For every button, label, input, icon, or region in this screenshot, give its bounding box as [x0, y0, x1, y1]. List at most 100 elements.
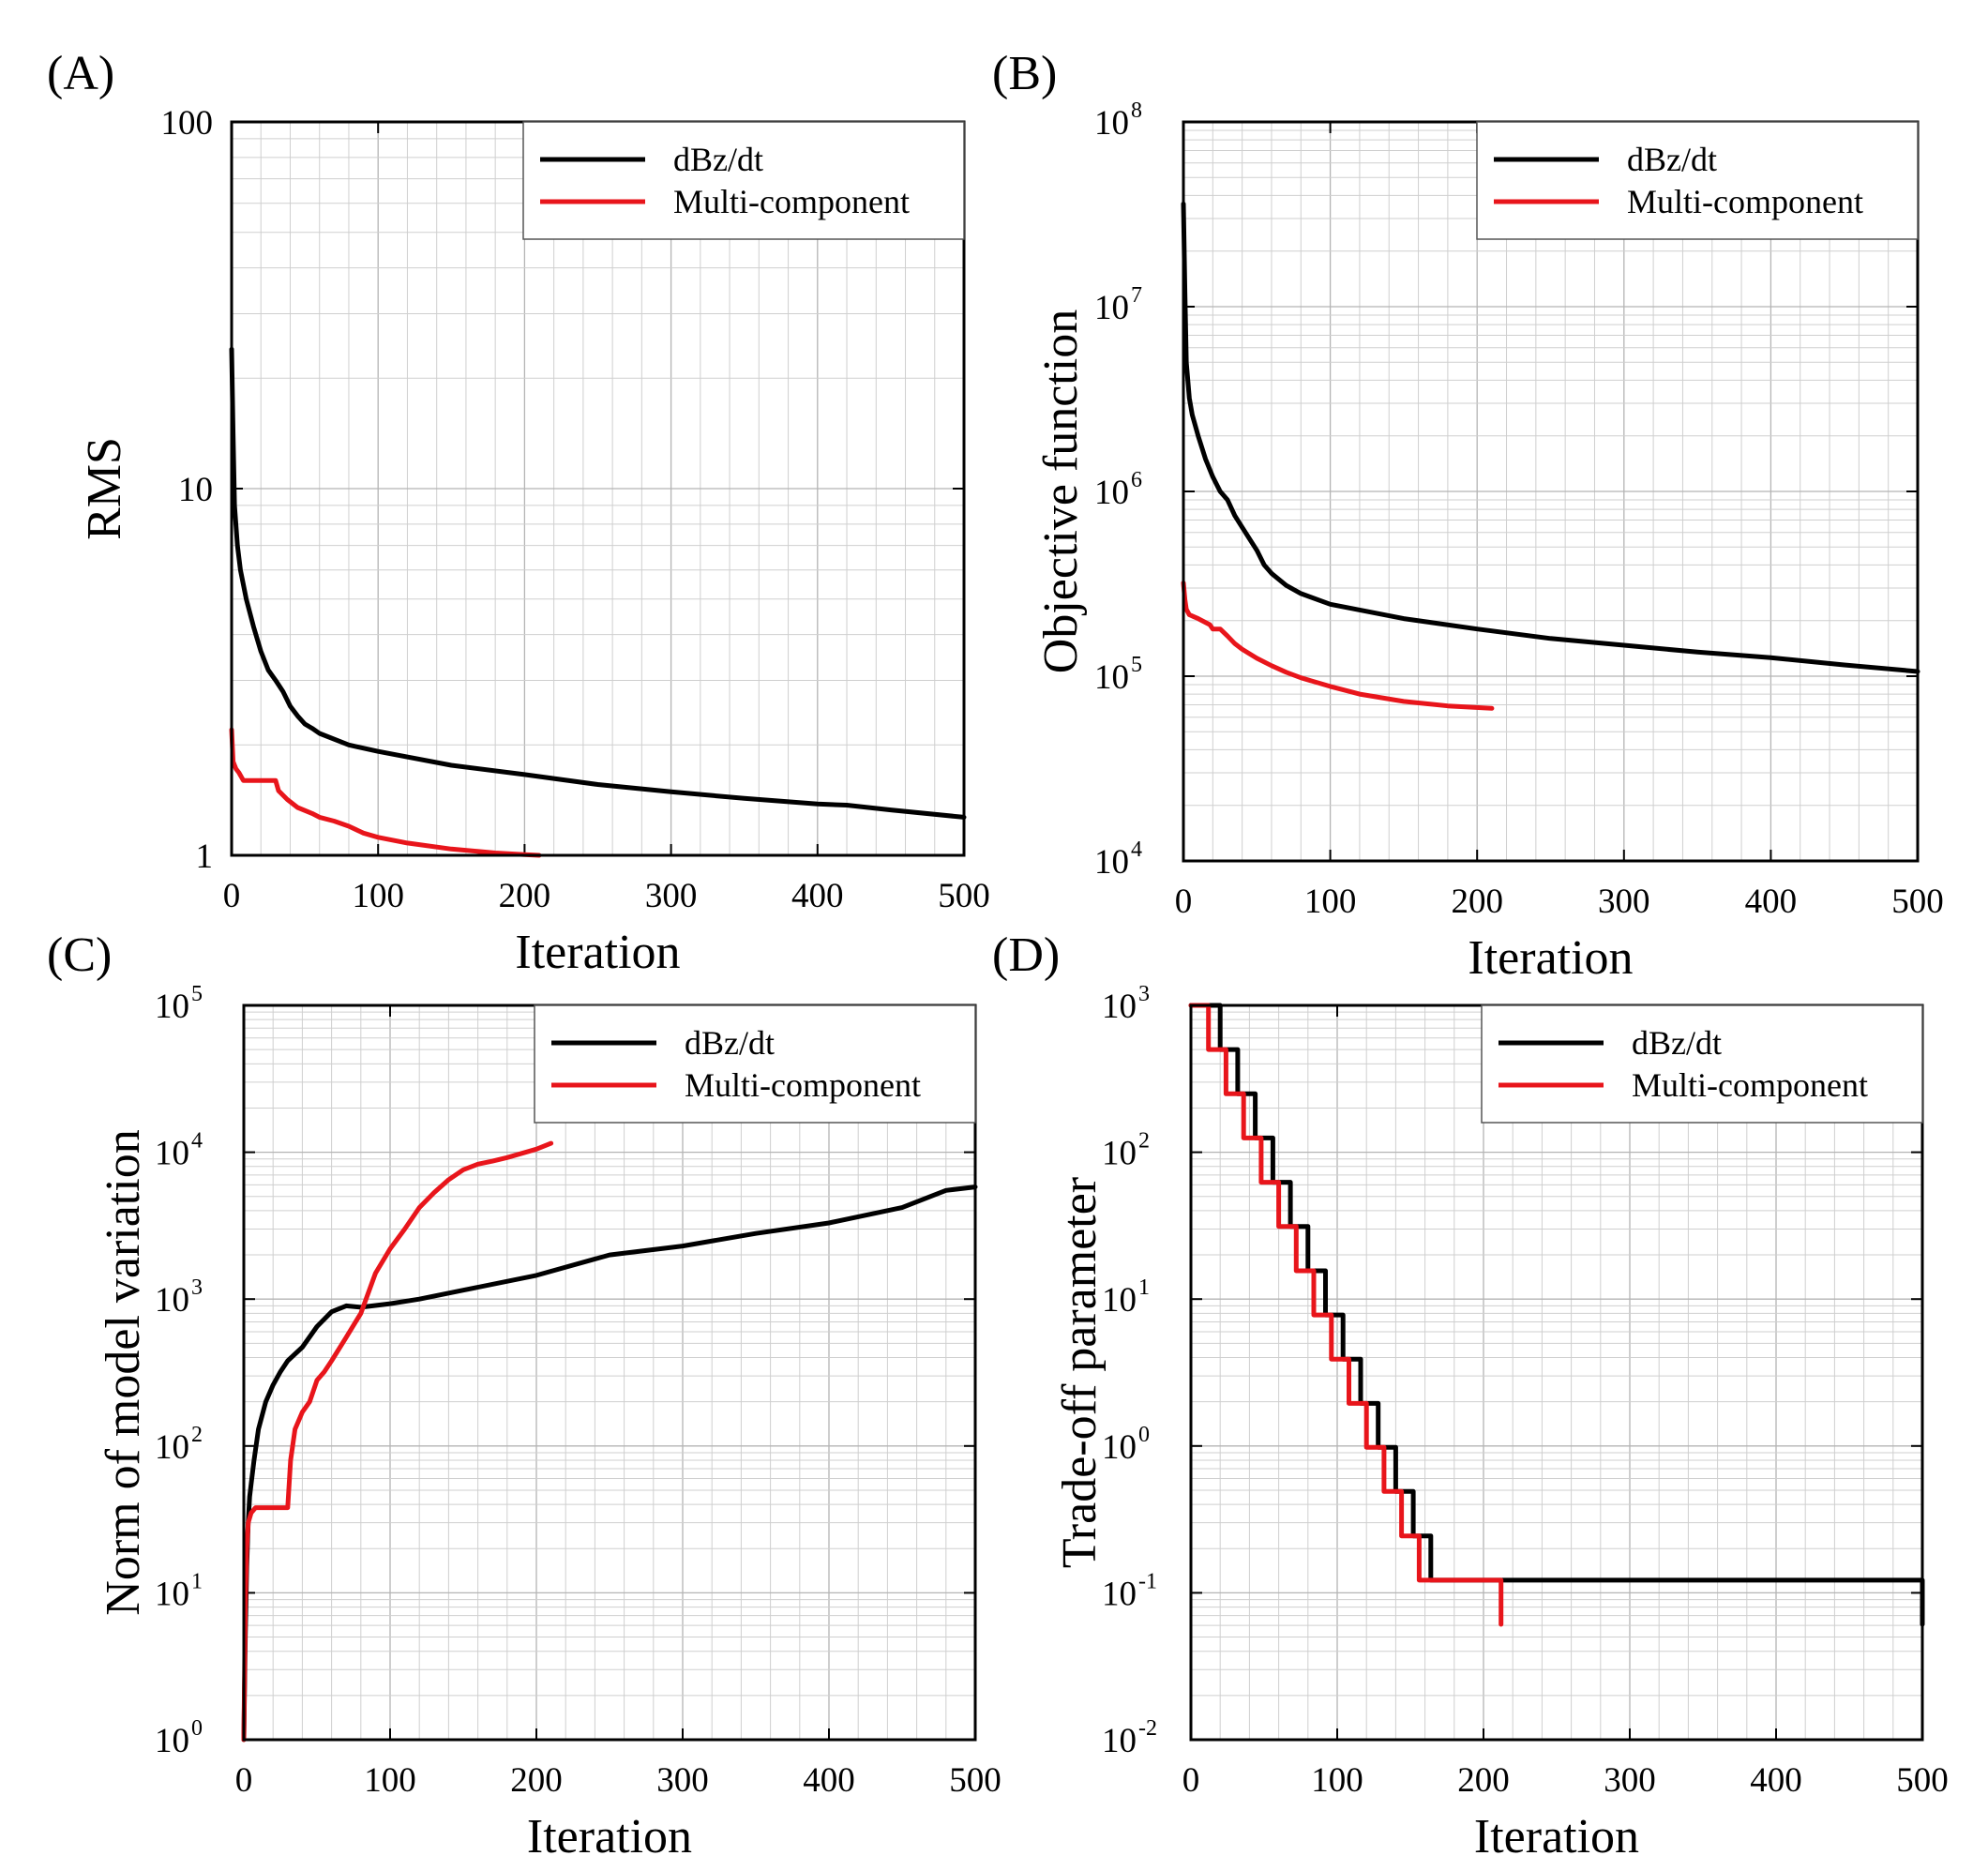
- legend-entry: Multi-component: [685, 1066, 921, 1104]
- panel-label: (D): [992, 928, 1060, 982]
- legend-box: [522, 121, 965, 240]
- x-tick-label: 0: [223, 877, 241, 915]
- series-line-dbz-dt: [1181, 201, 1920, 674]
- legend-box: [534, 1004, 976, 1124]
- x-tick-label: 100: [1304, 883, 1357, 921]
- y-tick-label: 10: [155, 988, 189, 1026]
- y-tick-exponent: 3: [191, 1275, 203, 1300]
- x-tick-label: 100: [364, 1761, 416, 1800]
- x-tick-label: 200: [1451, 883, 1503, 921]
- legend-entry: Multi-component: [1632, 1066, 1868, 1104]
- legend: dBz/dt Multi-component: [534, 1004, 976, 1124]
- y-tick-exponent: 2: [191, 1423, 203, 1447]
- series-line-multi-component: [1188, 1003, 1504, 1627]
- panel-label: (C): [47, 928, 112, 982]
- y-axis-label: RMS: [78, 437, 131, 540]
- y-tick-label: 1: [196, 837, 214, 876]
- y-tick-label: 10: [1094, 474, 1129, 512]
- y-tick-exponent: 7: [1131, 283, 1142, 308]
- y-tick-exponent: -1: [1138, 1569, 1157, 1593]
- x-tick-label: 500: [938, 877, 990, 915]
- y-tick-label: 10: [1094, 104, 1129, 143]
- y-tick-exponent: -2: [1138, 1716, 1157, 1741]
- y-tick-exponent: 1: [1138, 1275, 1150, 1300]
- panel-label: (A): [47, 47, 114, 100]
- x-tick-label: 500: [1891, 883, 1944, 921]
- x-tick-label: 200: [499, 877, 551, 915]
- x-tick-label: 100: [1311, 1761, 1363, 1800]
- x-tick-label: 300: [1604, 1761, 1656, 1800]
- y-tick-label: 10: [155, 1281, 189, 1320]
- x-tick-label: 0: [235, 1761, 253, 1800]
- y-tick-label: 10: [1094, 289, 1129, 327]
- x-tick-label: 300: [645, 877, 698, 915]
- series-line-dbz-dt: [241, 1184, 978, 1743]
- y-axis-label: Trade-off parameter: [1053, 1177, 1107, 1568]
- legend-entry: dBz/dt: [673, 141, 763, 178]
- y-tick-exponent: 5: [191, 982, 203, 1006]
- y-tick-exponent: 3: [1138, 982, 1150, 1006]
- y-tick-exponent: 5: [1131, 653, 1142, 677]
- legend-entry: dBz/dt: [1627, 141, 1717, 178]
- y-tick-exponent: 0: [191, 1716, 203, 1741]
- x-tick-label: 0: [1175, 883, 1193, 921]
- y-tick-exponent: 4: [1131, 837, 1142, 862]
- y-tick-label: 10: [1094, 658, 1129, 697]
- x-tick-label: 400: [1750, 1761, 1802, 1800]
- x-axis-label: Iteration: [515, 926, 680, 979]
- y-axis-label: Objective function: [1034, 309, 1088, 673]
- y-tick-label: 100: [161, 104, 214, 143]
- y-tick-label: 10: [1102, 1722, 1137, 1760]
- series-line-multi-component: [241, 1140, 554, 1743]
- y-tick-exponent: 0: [1138, 1423, 1150, 1447]
- x-tick-label: 200: [510, 1761, 563, 1800]
- legend-entry: Multi-component: [673, 183, 910, 220]
- y-tick-label: 10: [1102, 1575, 1137, 1613]
- x-tick-label: 500: [1896, 1761, 1949, 1800]
- legend-entry: dBz/dt: [1632, 1024, 1722, 1062]
- y-tick-label: 10: [1102, 988, 1137, 1026]
- y-tick-exponent: 6: [1131, 468, 1142, 492]
- y-tick-label: 10: [1102, 1281, 1137, 1320]
- x-axis-label: Iteration: [1468, 931, 1633, 985]
- y-axis-label: Norm of model variation: [97, 1129, 150, 1615]
- x-tick-label: 100: [352, 877, 404, 915]
- y-tick-label: 10: [1102, 1428, 1137, 1467]
- y-tick-label: 10: [155, 1575, 189, 1613]
- x-tick-label: 300: [656, 1761, 709, 1800]
- y-tick-label: 10: [178, 471, 213, 509]
- y-tick-label: 10: [155, 1428, 189, 1467]
- legend: dBz/dt Multi-component: [1476, 121, 1919, 240]
- x-tick-label: 500: [949, 1761, 1002, 1800]
- x-tick-label: 0: [1182, 1761, 1200, 1800]
- series-line-multi-component: [1181, 581, 1495, 711]
- y-tick-exponent: 2: [1138, 1129, 1150, 1154]
- legend-entry: dBz/dt: [685, 1024, 775, 1062]
- x-tick-label: 300: [1598, 883, 1650, 921]
- series-line-multi-component: [229, 727, 542, 858]
- legend: dBz/dt Multi-component: [522, 121, 965, 240]
- x-tick-label: 200: [1457, 1761, 1510, 1800]
- panel-label: (B): [992, 47, 1057, 100]
- x-tick-label: 400: [803, 1761, 855, 1800]
- y-tick-label: 10: [1094, 843, 1129, 882]
- y-tick-exponent: 8: [1131, 98, 1142, 123]
- panel-a: 0 100 200 300 400 500 1 10 100 Iteration RMS (A) dBz…: [47, 47, 990, 979]
- x-tick-label: 400: [1745, 883, 1798, 921]
- x-axis-label: Iteration: [1474, 1810, 1639, 1863]
- y-tick-exponent: 4: [191, 1129, 203, 1154]
- y-tick-label: 10: [1102, 1135, 1137, 1173]
- y-tick-exponent: 1: [191, 1569, 203, 1593]
- series-line-dbz-dt: [229, 346, 967, 820]
- legend: dBz/dt Multi-component: [1481, 1004, 1923, 1124]
- y-tick-label: 10: [155, 1722, 189, 1760]
- legend-entry: Multi-component: [1627, 183, 1863, 220]
- x-axis-label: Iteration: [527, 1810, 692, 1863]
- x-tick-label: 400: [791, 877, 844, 915]
- legend-box: [1481, 1004, 1923, 1124]
- y-tick-label: 10: [155, 1135, 189, 1173]
